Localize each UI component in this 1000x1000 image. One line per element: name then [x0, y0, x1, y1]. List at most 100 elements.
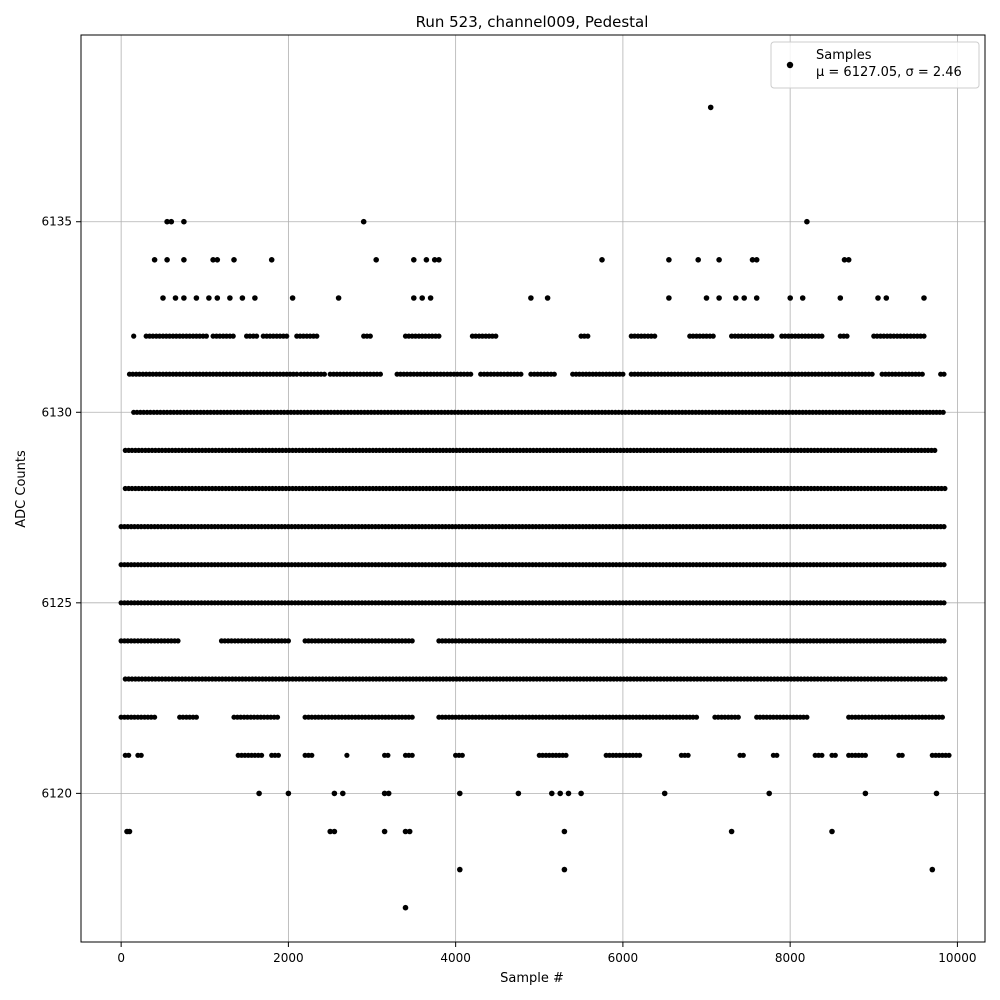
data-point — [459, 752, 465, 758]
data-point-outlier — [126, 828, 133, 835]
data-point — [774, 752, 780, 758]
data-point-outlier — [335, 295, 342, 301]
data-point-outlier — [753, 257, 760, 263]
data-point-outlier — [565, 790, 572, 797]
data-point — [832, 752, 838, 758]
data-point — [493, 333, 499, 339]
data-point-outlier — [436, 257, 442, 263]
data-points — [118, 104, 952, 911]
data-point — [321, 371, 327, 377]
data-point-outlier — [181, 295, 187, 301]
x-tick-label: 6000 — [608, 951, 639, 965]
data-point — [409, 714, 415, 720]
data-point-outlier — [549, 790, 555, 797]
data-point-outlier — [151, 257, 158, 263]
data-point — [862, 752, 869, 758]
legend-entry-stats: μ = 6127.05, σ = 2.46 — [816, 65, 962, 80]
y-tick-label: 6120 — [41, 786, 72, 800]
data-point-outlier — [528, 295, 534, 301]
data-point — [468, 371, 474, 377]
data-point — [942, 485, 948, 492]
data-point — [819, 333, 825, 339]
data-point-outlier — [661, 790, 668, 797]
data-point-outlier — [427, 295, 434, 301]
data-point-outlier — [193, 295, 200, 301]
data-point-outlier — [716, 295, 722, 301]
data-point — [314, 333, 320, 339]
data-point-outlier — [381, 828, 388, 835]
data-point — [377, 371, 383, 377]
data-point-outlier — [385, 790, 392, 797]
y-axis-label: ADC Counts — [14, 450, 29, 528]
data-point-outlier — [666, 295, 672, 301]
data-point — [367, 333, 373, 339]
x-axis-ticks: 0 2000 4000 6000 8000 10000 — [117, 942, 976, 965]
data-point-outlier — [231, 257, 237, 263]
legend-box — [770, 41, 980, 89]
data-point-outlier — [402, 828, 409, 835]
x-axis-label: Sample # — [500, 971, 564, 986]
data-point — [941, 638, 947, 644]
data-point — [735, 714, 741, 720]
data-point — [126, 752, 132, 758]
data-point — [563, 752, 569, 758]
x-tick-label: 2000 — [273, 951, 304, 965]
data-point-outlier — [268, 257, 275, 263]
data-point-outlier — [360, 218, 367, 225]
data-point-outlier — [766, 790, 772, 797]
data-point — [693, 714, 700, 720]
data-point-outlier — [561, 828, 568, 835]
x-tick-label: 0 — [117, 951, 125, 965]
data-point-outlier — [214, 295, 221, 301]
data-point-outlier — [160, 295, 166, 301]
data-point — [409, 752, 415, 758]
data-point — [620, 371, 626, 377]
data-point-outlier — [753, 295, 760, 301]
data-point — [259, 752, 265, 758]
data-point-outlier — [561, 866, 568, 873]
y-axis-ticks: 6120 6125 6130 6135 — [41, 215, 81, 800]
data-point — [285, 638, 291, 644]
data-point-outlier — [829, 828, 835, 835]
data-point-outlier — [431, 257, 438, 263]
data-point — [637, 752, 643, 758]
data-point-outlier — [703, 295, 710, 301]
data-point — [275, 752, 281, 758]
data-point — [436, 333, 442, 339]
data-point — [193, 714, 199, 720]
data-point-outlier — [181, 257, 187, 263]
data-point-outlier — [172, 295, 179, 301]
data-point — [921, 333, 927, 339]
data-point — [254, 333, 260, 339]
y-tick-label: 6130 — [41, 405, 72, 419]
plot-frame — [80, 34, 986, 943]
data-point — [294, 371, 300, 377]
data-point-outlier — [411, 257, 417, 263]
data-point — [740, 752, 746, 758]
data-point-outlier — [804, 218, 810, 225]
x-tick-label: 8000 — [775, 951, 806, 965]
x-tick-label: 4000 — [440, 951, 471, 965]
data-point-outlier — [933, 790, 940, 797]
data-point — [941, 562, 947, 568]
data-point — [941, 600, 947, 606]
data-point-outlier — [406, 828, 413, 835]
data-point-outlier — [457, 790, 463, 797]
chart-title: Run 523, channel009, Pedestal — [416, 13, 649, 31]
data-point — [309, 752, 315, 758]
data-point-outlier — [206, 295, 212, 301]
data-point — [203, 333, 209, 339]
data-point — [819, 752, 825, 758]
data-point-outlier — [929, 866, 936, 873]
data-point — [932, 447, 938, 453]
data-point-outlier — [210, 257, 216, 263]
data-point — [844, 333, 850, 339]
data-point — [409, 638, 415, 644]
data-point-outlier — [716, 257, 722, 263]
data-point-outlier — [599, 257, 605, 263]
data-point-outlier — [728, 828, 735, 835]
legend-marker — [786, 61, 794, 69]
data-point-outlier — [381, 790, 388, 797]
data-point-outlier — [845, 257, 852, 263]
